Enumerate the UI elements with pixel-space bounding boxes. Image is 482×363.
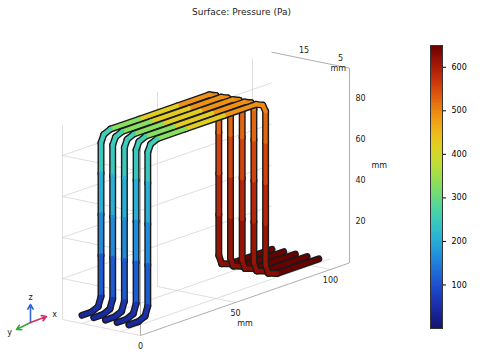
svg-text:100: 100 <box>452 281 467 290</box>
svg-text:mm: mm <box>372 161 388 170</box>
svg-text:15: 15 <box>299 46 309 55</box>
svg-text:60: 60 <box>356 135 366 144</box>
svg-text:40: 40 <box>356 176 366 185</box>
svg-text:mm: mm <box>331 64 347 73</box>
svg-text:y: y <box>7 328 12 337</box>
svg-text:Surface: Pressure (Pa): Surface: Pressure (Pa) <box>192 7 291 17</box>
svg-text:400: 400 <box>452 150 467 159</box>
svg-text:100: 100 <box>323 276 338 285</box>
svg-text:200: 200 <box>452 237 467 246</box>
svg-text:600: 600 <box>452 63 467 72</box>
svg-text:50: 50 <box>230 309 240 318</box>
svg-text:80: 80 <box>356 94 366 103</box>
svg-text:5: 5 <box>338 54 343 63</box>
svg-text:mm: mm <box>237 319 253 328</box>
svg-text:20: 20 <box>356 217 366 226</box>
svg-text:0: 0 <box>138 342 143 351</box>
svg-text:x: x <box>52 310 57 319</box>
svg-text:z: z <box>28 293 32 302</box>
svg-text:500: 500 <box>452 106 467 115</box>
svg-text:300: 300 <box>452 193 467 202</box>
